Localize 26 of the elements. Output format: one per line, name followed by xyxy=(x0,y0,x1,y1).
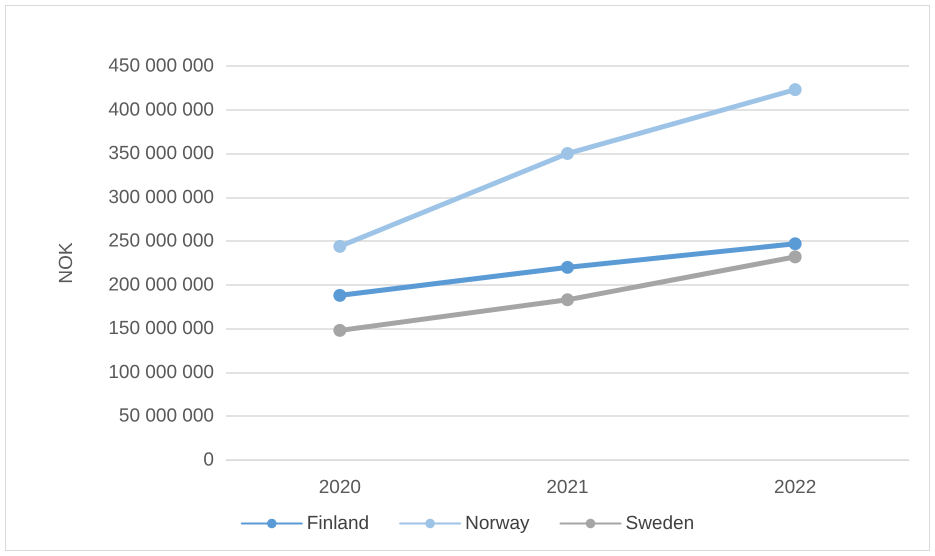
point xyxy=(561,147,574,160)
point xyxy=(561,260,574,274)
point xyxy=(333,240,346,253)
y-tick-label: 350 000 000 xyxy=(108,143,214,164)
point xyxy=(561,293,574,306)
y-tick-label: 450 000 000 xyxy=(108,56,214,76)
point xyxy=(788,237,802,250)
point xyxy=(788,83,802,96)
point xyxy=(333,288,346,302)
point xyxy=(788,250,802,264)
x-tick-label: 2022 xyxy=(774,477,816,498)
y-tick-label: 400 000 000 xyxy=(108,99,214,120)
y-tick-label: 250 000 000 xyxy=(108,230,214,252)
point xyxy=(333,324,346,337)
y-tick-label: 150 000 000 xyxy=(108,318,214,340)
y-tick-label: 200 000 000 xyxy=(108,274,214,296)
x-tick-label: 2021 xyxy=(546,477,589,498)
y-tick-label: 300 000 000 xyxy=(108,186,214,208)
y-tick-label: 50 000 000 xyxy=(118,406,214,427)
x-tick-label: 2020 xyxy=(318,477,361,498)
legend-label: Norway xyxy=(465,513,530,534)
y-tick-label: 0 xyxy=(203,450,214,470)
y-axis-title: NOK xyxy=(56,242,77,284)
legend-label: Finland xyxy=(306,513,370,534)
legend-label: Sweden xyxy=(626,513,694,534)
y-tick-label: 100 000 000 xyxy=(108,362,214,383)
